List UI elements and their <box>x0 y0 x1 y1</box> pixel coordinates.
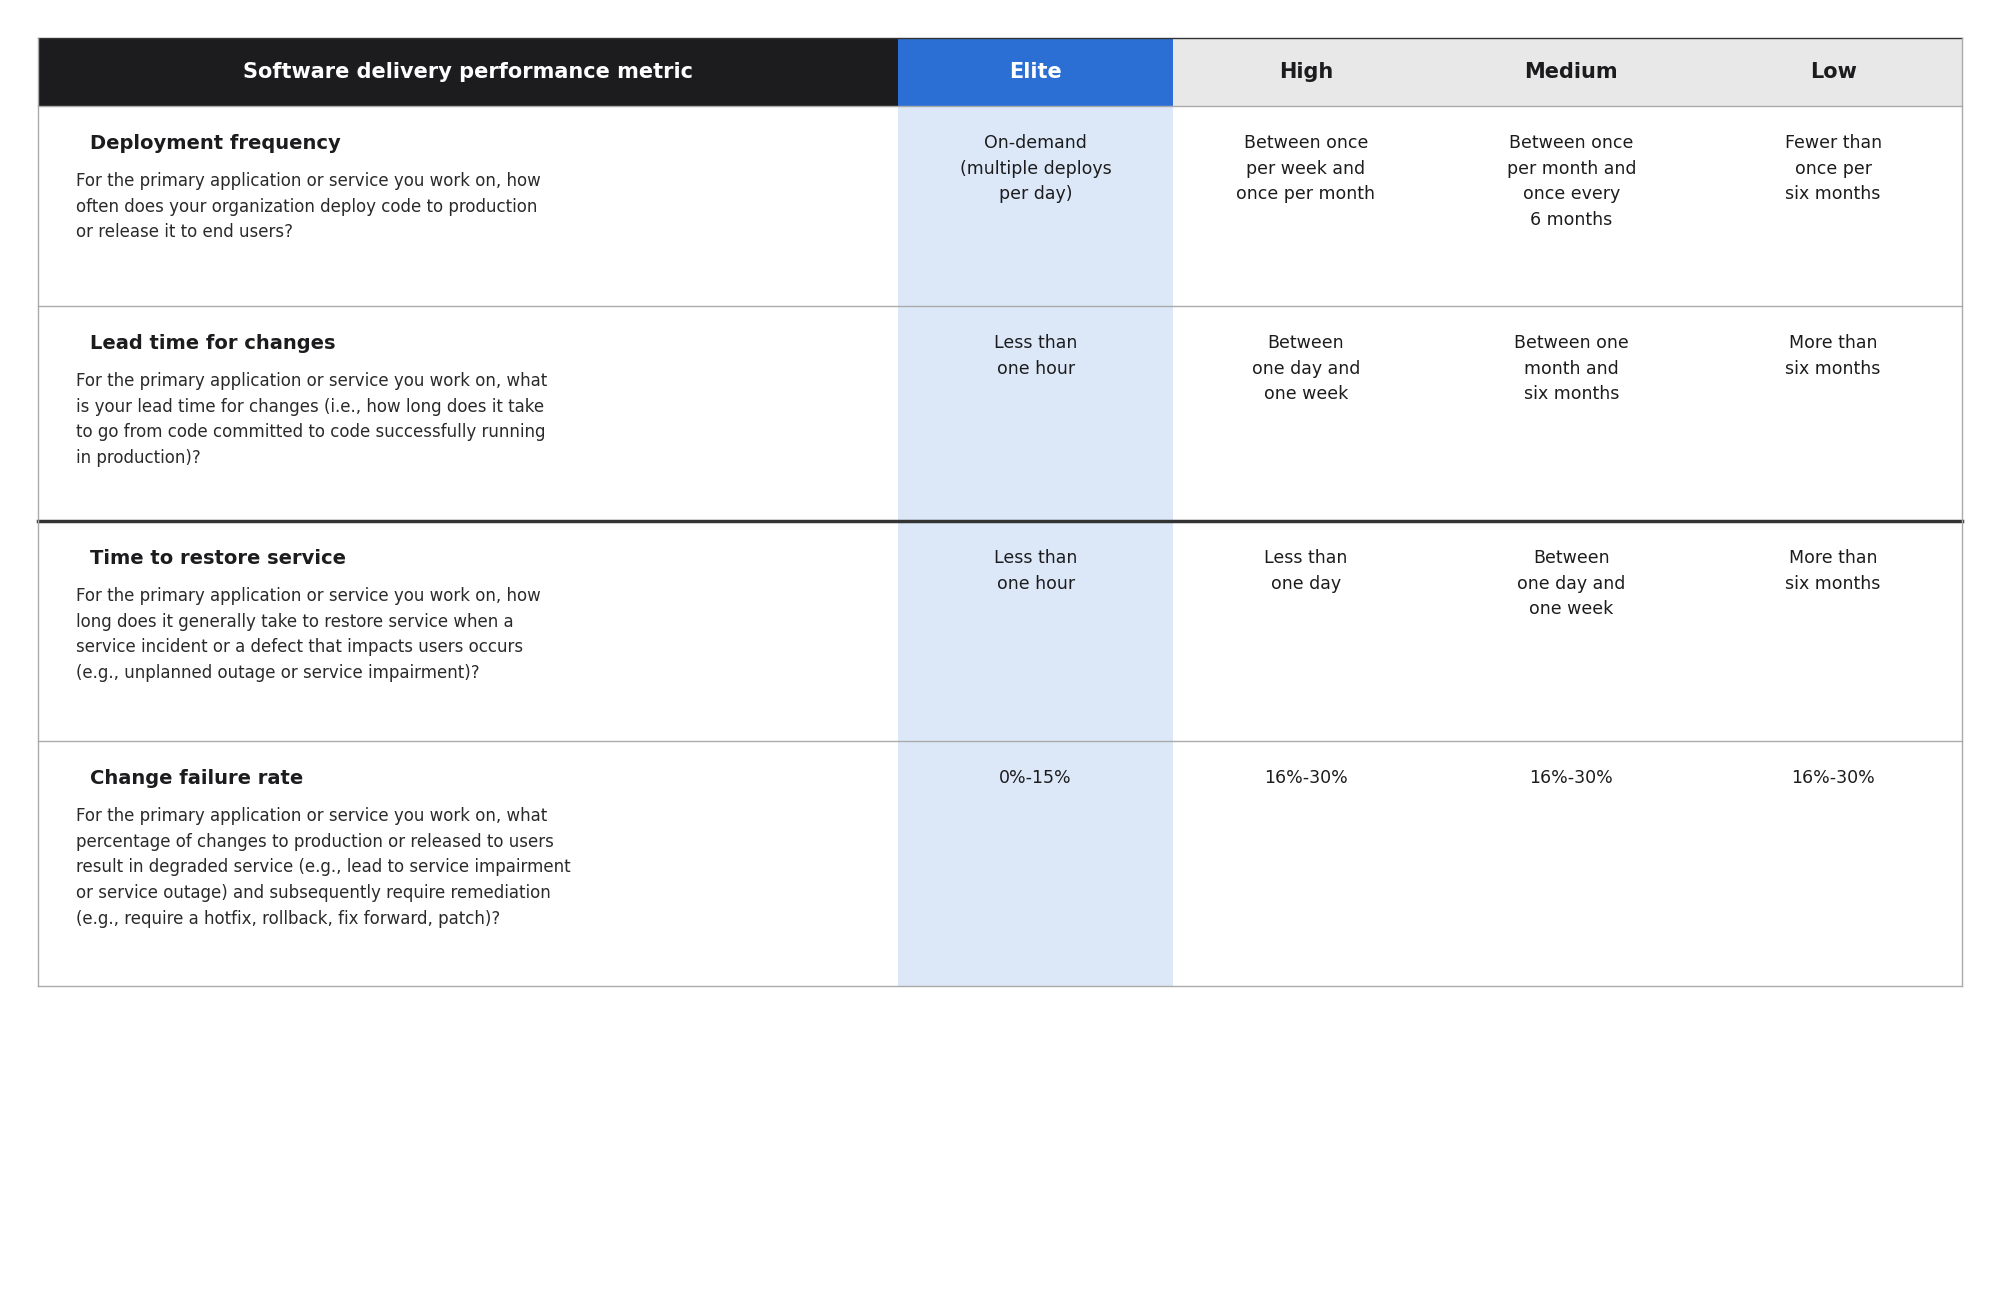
Text: More than
six months: More than six months <box>1786 549 1880 593</box>
Text: For the primary application or service you work on, how
long does it generally t: For the primary application or service y… <box>76 587 540 682</box>
Bar <box>38 106 898 306</box>
Text: Time to restore service: Time to restore service <box>90 549 346 569</box>
Text: On-demand
(multiple deploys
per day): On-demand (multiple deploys per day) <box>960 133 1112 203</box>
Bar <box>38 521 898 741</box>
Text: Less than
one day: Less than one day <box>1264 549 1348 593</box>
Bar <box>1438 521 1704 741</box>
Text: Deployment frequency: Deployment frequency <box>90 133 340 153</box>
Bar <box>1174 106 1438 306</box>
Text: Medium: Medium <box>1524 62 1618 82</box>
Bar <box>1704 106 1962 306</box>
Text: High: High <box>1278 62 1334 82</box>
Text: Elite: Elite <box>1010 62 1062 82</box>
Bar <box>1438 106 1704 306</box>
Text: Change failure rate: Change failure rate <box>90 769 304 787</box>
Text: Lead time for changes: Lead time for changes <box>90 334 336 354</box>
Text: 16%-30%: 16%-30% <box>1792 769 1874 787</box>
Text: Software delivery performance metric: Software delivery performance metric <box>244 62 694 82</box>
Text: For the primary application or service you work on, what
percentage of changes t: For the primary application or service y… <box>76 807 570 927</box>
Bar <box>1704 306 1962 521</box>
Bar <box>1438 306 1704 521</box>
Text: For the primary application or service you work on, how
often does your organiza: For the primary application or service y… <box>76 172 540 241</box>
Text: More than
six months: More than six months <box>1786 334 1880 378</box>
Bar <box>1174 306 1438 521</box>
Bar <box>1174 521 1438 741</box>
Text: 0%-15%: 0%-15% <box>1000 769 1072 787</box>
Text: Between once
per week and
once per month: Between once per week and once per month <box>1236 133 1376 203</box>
Bar <box>1438 741 1704 985</box>
Text: For the primary application or service you work on, what
is your lead time for c: For the primary application or service y… <box>76 372 548 467</box>
Text: Between one
month and
six months: Between one month and six months <box>1514 334 1628 404</box>
Text: Between
one day and
one week: Between one day and one week <box>1252 334 1360 404</box>
Bar <box>1704 38 1962 106</box>
Bar <box>38 306 898 521</box>
Bar <box>898 741 1174 985</box>
Text: Less than
one hour: Less than one hour <box>994 334 1078 378</box>
Bar <box>38 38 898 106</box>
Bar <box>1438 38 1704 106</box>
Text: Fewer than
once per
six months: Fewer than once per six months <box>1784 133 1882 203</box>
Text: Low: Low <box>1810 62 1856 82</box>
Bar <box>898 106 1174 306</box>
Bar <box>1174 741 1438 985</box>
Text: Less than
one hour: Less than one hour <box>994 549 1078 593</box>
Bar <box>1704 521 1962 741</box>
Bar <box>1704 741 1962 985</box>
Text: 16%-30%: 16%-30% <box>1530 769 1614 787</box>
Bar <box>38 741 898 985</box>
Bar <box>1174 38 1438 106</box>
Bar <box>898 521 1174 741</box>
Bar <box>898 306 1174 521</box>
Text: 16%-30%: 16%-30% <box>1264 769 1348 787</box>
Text: Between
one day and
one week: Between one day and one week <box>1518 549 1626 619</box>
Bar <box>898 38 1174 106</box>
Text: Between once
per month and
once every
6 months: Between once per month and once every 6 … <box>1506 133 1636 229</box>
